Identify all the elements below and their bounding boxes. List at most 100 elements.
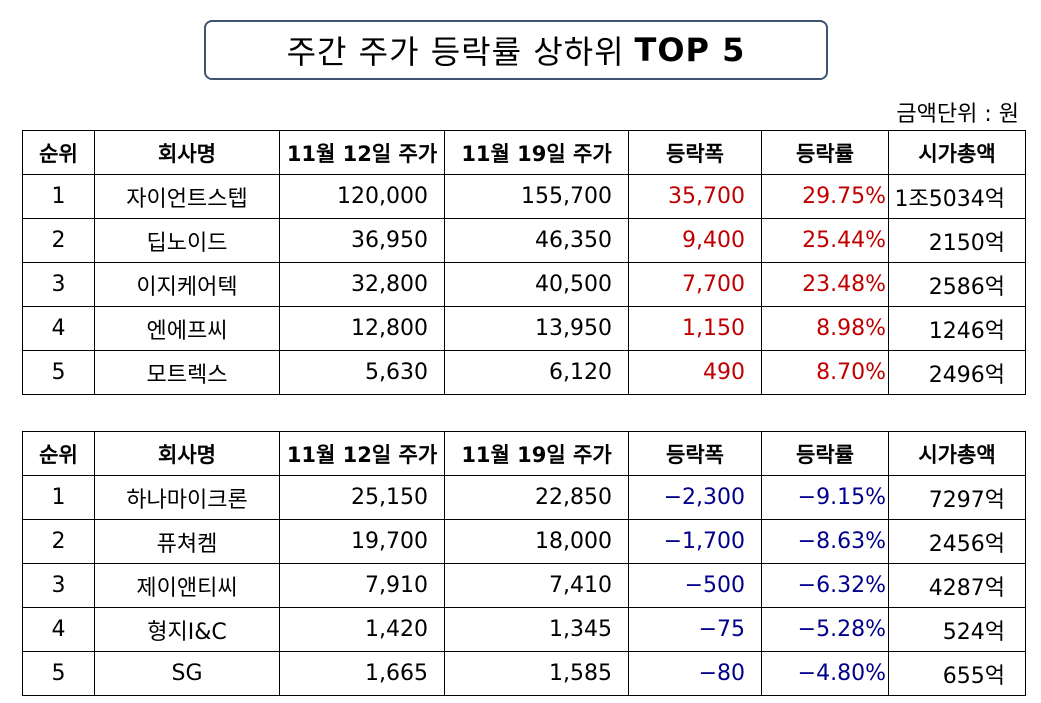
gainers-body: 1 자이언트스텝 120,000 155,700 35,700 29.75% 1조5034억… — [22, 174, 1026, 395]
header-rank: 순위 — [22, 431, 95, 476]
header-change: 등락폭 — [628, 130, 762, 175]
price-nov12-cell: 12,800 — [279, 306, 445, 351]
price-nov19-cell: 46,350 — [444, 218, 629, 263]
price-nov12-cell: 5,630 — [279, 350, 445, 395]
rate-cell: 8.98% — [761, 306, 889, 351]
table-row: 2 퓨쳐켐 19,700 18,000 −1,700 −8.63% 2456억 — [22, 519, 1026, 564]
price-nov19-cell: 22,850 — [444, 475, 629, 520]
table-row: 1 하나마이크론 25,150 22,850 −2,300 −9.15% 7297억 — [22, 475, 1026, 520]
market-cap-cell: 1246억 — [888, 306, 1026, 351]
header-change: 등락폭 — [628, 431, 762, 476]
rate-cell: −6.32% — [761, 563, 889, 608]
price-nov12-cell: 36,950 — [279, 218, 445, 263]
header-price-nov19: 11월 19일 주가 — [444, 431, 629, 476]
market-cap-cell: 1조5034억 — [888, 174, 1026, 219]
change-cell: 9,400 — [628, 218, 762, 263]
change-cell: 7,700 — [628, 262, 762, 307]
rate-cell: −9.15% — [761, 475, 889, 520]
price-nov19-cell: 40,500 — [444, 262, 629, 307]
rate-cell: 23.48% — [761, 262, 889, 307]
company-cell: 퓨쳐켐 — [94, 519, 280, 564]
market-cap-cell: 2150억 — [888, 218, 1026, 263]
market-cap-cell: 2456억 — [888, 519, 1026, 564]
market-cap-cell: 655억 — [888, 651, 1026, 696]
header-market-cap: 시가총액 — [888, 130, 1026, 175]
header-company: 회사명 — [94, 130, 280, 175]
header-row: 순위 회사명 11월 12일 주가 11월 19일 주가 등락폭 등락률 시가총… — [22, 130, 1026, 175]
rank-cell: 2 — [22, 519, 95, 564]
change-cell: 490 — [628, 350, 762, 395]
change-cell: −75 — [628, 607, 762, 652]
rank-cell: 1 — [22, 174, 95, 219]
company-cell: 형지I&C — [94, 607, 280, 652]
header-row: 순위 회사명 11월 12일 주가 11월 19일 주가 등락폭 등락률 시가총… — [22, 431, 1026, 476]
price-nov19-cell: 6,120 — [444, 350, 629, 395]
price-nov19-cell: 18,000 — [444, 519, 629, 564]
price-nov12-cell: 32,800 — [279, 262, 445, 307]
price-nov12-cell: 25,150 — [279, 475, 445, 520]
title-text: 주간 주가 등락률 상하위 — [286, 33, 625, 71]
header-price-nov12: 11월 12일 주가 — [279, 130, 445, 175]
price-nov19-cell: 1,345 — [444, 607, 629, 652]
header-rate: 등락률 — [761, 431, 889, 476]
company-cell: 자이언트스텝 — [94, 174, 280, 219]
change-cell: 35,700 — [628, 174, 762, 219]
market-cap-cell: 2496억 — [888, 350, 1026, 395]
rank-cell: 4 — [22, 607, 95, 652]
rate-cell: 25.44% — [761, 218, 889, 263]
rate-cell: 8.70% — [761, 350, 889, 395]
company-cell: 이지케어텍 — [94, 262, 280, 307]
rate-cell: −5.28% — [761, 607, 889, 652]
header-price-nov19: 11월 19일 주가 — [444, 130, 629, 175]
change-cell: −2,300 — [628, 475, 762, 520]
rate-cell: −8.63% — [761, 519, 889, 564]
price-nov19-cell: 7,410 — [444, 563, 629, 608]
table-row: 2 딥노이드 36,950 46,350 9,400 25.44% 2150억 — [22, 218, 1026, 263]
rank-cell: 1 — [22, 475, 95, 520]
company-cell: 엔에프씨 — [94, 306, 280, 351]
rank-cell: 3 — [22, 262, 95, 307]
company-cell: 제이앤티씨 — [94, 563, 280, 608]
market-cap-cell: 4287억 — [888, 563, 1026, 608]
rate-cell: 29.75% — [761, 174, 889, 219]
header-market-cap: 시가총액 — [888, 431, 1026, 476]
table-row: 3 이지케어텍 32,800 40,500 7,700 23.48% 2586억 — [22, 262, 1026, 307]
price-nov19-cell: 1,585 — [444, 651, 629, 696]
change-cell: −500 — [628, 563, 762, 608]
rank-cell: 2 — [22, 218, 95, 263]
change-cell: −80 — [628, 651, 762, 696]
page-title: 주간 주가 등락률 상하위 TOP 5 — [204, 20, 828, 80]
price-nov12-cell: 19,700 — [279, 519, 445, 564]
price-nov19-cell: 13,950 — [444, 306, 629, 351]
company-cell: 하나마이크론 — [94, 475, 280, 520]
company-cell: SG — [94, 651, 280, 696]
header-price-nov12: 11월 12일 주가 — [279, 431, 445, 476]
rate-cell: −4.80% — [761, 651, 889, 696]
rank-cell: 4 — [22, 306, 95, 351]
price-nov12-cell: 1,665 — [279, 651, 445, 696]
rank-cell: 3 — [22, 563, 95, 608]
table-row: 4 형지I&C 1,420 1,345 −75 −5.28% 524억 — [22, 607, 1026, 652]
market-cap-cell: 7297억 — [888, 475, 1026, 520]
table-row: 1 자이언트스텝 120,000 155,700 35,700 29.75% 1조5034억 — [22, 174, 1026, 219]
header-rate: 등락률 — [761, 130, 889, 175]
header-company: 회사명 — [94, 431, 280, 476]
company-cell: 모트렉스 — [94, 350, 280, 395]
market-cap-cell: 2586억 — [888, 262, 1026, 307]
table-row: 3 제이앤티씨 7,910 7,410 −500 −6.32% 4287억 — [22, 563, 1026, 608]
table-row: 4 엔에프씨 12,800 13,950 1,150 8.98% 1246억 — [22, 306, 1026, 351]
table-row: 5 모트렉스 5,630 6,120 490 8.70% 2496억 — [22, 350, 1026, 395]
rank-cell: 5 — [22, 350, 95, 395]
header-rank: 순위 — [22, 130, 95, 175]
change-cell: −1,700 — [628, 519, 762, 564]
table-row: 5 SG 1,665 1,585 −80 −4.80% 655억 — [22, 651, 1026, 696]
price-nov19-cell: 155,700 — [444, 174, 629, 219]
top-gainers-table: 순위 회사명 11월 12일 주가 11월 19일 주가 등락폭 등락률 시가총… — [22, 130, 1026, 395]
top-losers-table: 순위 회사명 11월 12일 주가 11월 19일 주가 등락폭 등락률 시가총… — [22, 431, 1026, 696]
price-nov12-cell: 7,910 — [279, 563, 445, 608]
price-nov12-cell: 1,420 — [279, 607, 445, 652]
rank-cell: 5 — [22, 651, 95, 696]
price-nov12-cell: 120,000 — [279, 174, 445, 219]
market-cap-cell: 524억 — [888, 607, 1026, 652]
losers-body: 1 하나마이크론 25,150 22,850 −2,300 −9.15% 7297억 2 퓨쳐켐… — [22, 475, 1026, 696]
